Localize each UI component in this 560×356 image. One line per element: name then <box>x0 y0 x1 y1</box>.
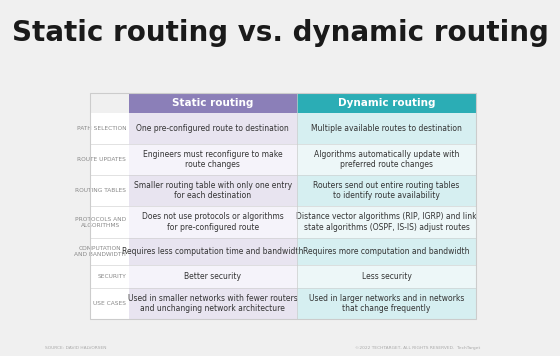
FancyBboxPatch shape <box>90 206 129 239</box>
Text: Used in smaller networks with fewer routers
and unchanging network architecture: Used in smaller networks with fewer rout… <box>128 294 297 313</box>
FancyBboxPatch shape <box>90 175 129 206</box>
FancyBboxPatch shape <box>297 265 476 288</box>
Text: Smaller routing table with only one entry
for each destination: Smaller routing table with only one entr… <box>134 180 292 200</box>
Text: Algorithms automatically update with
preferred route changes: Algorithms automatically update with pre… <box>314 150 459 169</box>
Text: Requires more computation and bandwidth: Requires more computation and bandwidth <box>303 247 470 256</box>
FancyBboxPatch shape <box>90 239 129 265</box>
FancyBboxPatch shape <box>297 239 476 265</box>
Text: SOURCE: DAVID HALVORSEN: SOURCE: DAVID HALVORSEN <box>45 346 106 350</box>
Text: Static routing vs. dynamic routing: Static routing vs. dynamic routing <box>12 19 549 47</box>
FancyBboxPatch shape <box>297 144 476 175</box>
FancyBboxPatch shape <box>90 288 129 319</box>
FancyBboxPatch shape <box>297 206 476 239</box>
Text: PATH SELECTION: PATH SELECTION <box>77 126 127 131</box>
FancyBboxPatch shape <box>129 144 297 175</box>
FancyBboxPatch shape <box>129 288 297 319</box>
Text: Better security: Better security <box>184 272 241 281</box>
Text: ROUTING TABLES: ROUTING TABLES <box>76 188 127 193</box>
FancyBboxPatch shape <box>297 112 476 144</box>
Text: One pre-configured route to destination: One pre-configured route to destination <box>136 124 289 133</box>
Text: Does not use protocols or algorithms
for pre-configured route: Does not use protocols or algorithms for… <box>142 213 283 232</box>
Text: SECURITY: SECURITY <box>97 274 127 279</box>
FancyBboxPatch shape <box>90 112 129 144</box>
Text: ©2022 TECHTARGET, ALL RIGHTS RESERVED.  TechTarget: ©2022 TECHTARGET, ALL RIGHTS RESERVED. T… <box>356 346 480 350</box>
Text: Distance vector algorithms (RIP, IGRP) and link
state algorithms (OSPF, IS-IS) a: Distance vector algorithms (RIP, IGRP) a… <box>296 213 477 232</box>
FancyBboxPatch shape <box>297 93 476 112</box>
FancyBboxPatch shape <box>129 175 297 206</box>
FancyBboxPatch shape <box>129 239 297 265</box>
Text: COMPUTATION
AND BANDWIDTH: COMPUTATION AND BANDWIDTH <box>74 246 127 257</box>
FancyBboxPatch shape <box>90 265 129 288</box>
Text: Requires less computation time and bandwidth: Requires less computation time and bandw… <box>122 247 304 256</box>
FancyBboxPatch shape <box>129 265 297 288</box>
FancyBboxPatch shape <box>129 206 297 239</box>
FancyBboxPatch shape <box>297 175 476 206</box>
Text: Routers send out entire routing tables
to identify route availability: Routers send out entire routing tables t… <box>313 180 460 200</box>
Text: Dynamic routing: Dynamic routing <box>338 98 435 108</box>
Text: Static routing: Static routing <box>172 98 253 108</box>
FancyBboxPatch shape <box>297 288 476 319</box>
Text: Multiple available routes to destination: Multiple available routes to destination <box>311 124 462 133</box>
Text: Less security: Less security <box>362 272 412 281</box>
Text: ROUTE UPDATES: ROUTE UPDATES <box>77 157 127 162</box>
FancyBboxPatch shape <box>129 112 297 144</box>
FancyBboxPatch shape <box>90 144 129 175</box>
Text: PROTOCOLS AND
ALGORITHMS: PROTOCOLS AND ALGORITHMS <box>75 217 127 227</box>
Text: Engineers must reconfigure to make
route changes: Engineers must reconfigure to make route… <box>143 150 282 169</box>
Text: Used in larger networks and in networks
that change frequently: Used in larger networks and in networks … <box>309 294 464 313</box>
FancyBboxPatch shape <box>129 93 297 112</box>
Text: USE CASES: USE CASES <box>94 301 127 306</box>
